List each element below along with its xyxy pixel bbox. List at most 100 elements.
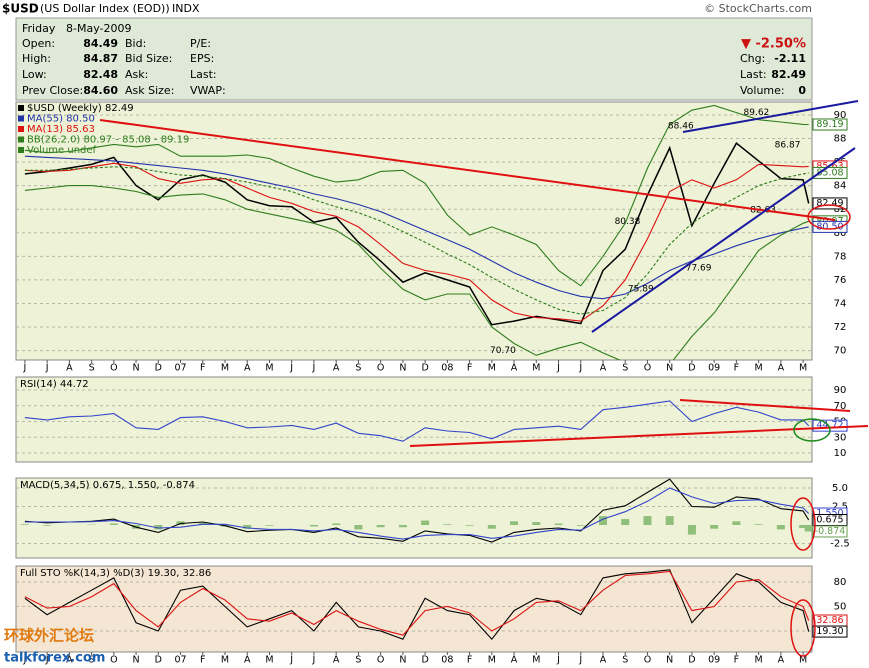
x-tick-label: A xyxy=(778,655,785,666)
x-tick-label: M xyxy=(265,363,273,374)
annotation: 88.46 xyxy=(668,122,694,132)
legend-label: BB(26,2.0) 80.97 - 85.08 - 89.19 xyxy=(27,135,189,146)
price-label: 0.675 xyxy=(816,514,843,525)
x-tick-label: F xyxy=(200,655,205,666)
y-tick-label: 82 xyxy=(834,204,847,215)
x-tick-label: A xyxy=(66,655,73,666)
index-name: (US Dollar Index (EOD)) xyxy=(40,2,170,15)
x-tick-label: F xyxy=(467,363,472,374)
histogram-bar xyxy=(398,524,407,528)
field-value: 82.48 xyxy=(83,68,118,81)
field-label: Bid Size: xyxy=(125,52,172,65)
x-tick-label: J xyxy=(22,655,26,666)
price-label: 44.72 xyxy=(816,420,843,431)
price-label: 85.08 xyxy=(816,167,843,178)
y-tick-label: 70 xyxy=(834,346,847,357)
y-tick-label: 90 xyxy=(834,110,847,121)
copyright: © StockCharts.com xyxy=(704,2,812,15)
y-tick-label: 78 xyxy=(834,251,847,262)
series-line xyxy=(24,478,810,543)
price-box xyxy=(812,118,848,131)
quote-label: Last: xyxy=(740,68,767,81)
plot xyxy=(24,400,810,442)
histogram-bar xyxy=(732,521,741,525)
histogram-bar xyxy=(243,524,252,529)
x-tick-label: J xyxy=(22,363,26,374)
y-tick-label: 30 xyxy=(834,432,847,443)
trend-line xyxy=(682,100,859,133)
field-label: Prev Close: xyxy=(22,84,83,97)
series-line xyxy=(24,142,810,326)
legend-swatch xyxy=(18,115,24,122)
plot xyxy=(24,569,810,641)
field-label: EPS: xyxy=(190,52,214,65)
x-tick-label: M xyxy=(532,655,540,666)
x-tick-label: N xyxy=(666,655,673,666)
x-tick-label: A xyxy=(333,655,340,666)
histogram-bar xyxy=(576,524,585,526)
x-tick-label: S xyxy=(355,363,361,374)
x-tick-label: O xyxy=(110,363,117,374)
legend-swatch xyxy=(18,105,24,111)
series-line xyxy=(24,104,809,287)
x-tick-label: M xyxy=(221,655,229,666)
field-label: P/E: xyxy=(190,37,211,50)
x-tick-label: D xyxy=(155,363,162,374)
price-label: 80.50 xyxy=(816,221,843,232)
x-tick-label: A xyxy=(600,655,607,666)
x-tick-label: O xyxy=(644,655,651,666)
histogram-bar xyxy=(598,516,607,525)
histogram-bar xyxy=(43,524,52,526)
x-tick-label: O xyxy=(110,655,117,666)
field-label: Bid: xyxy=(125,37,146,50)
quote-value: 0 xyxy=(798,84,806,97)
drawings xyxy=(99,100,869,657)
x-tick-label: N xyxy=(133,363,140,374)
panel-title: Full STO %K(14,3) %D(3) 19.30, 32.86 xyxy=(20,568,211,579)
y-tick-label: 72 xyxy=(834,322,847,333)
x-tick-label: N xyxy=(399,363,406,374)
x-tick-label: D xyxy=(421,363,428,374)
field-label: Ask: xyxy=(125,68,148,81)
watermark: 环球外汇论坛 xyxy=(4,627,94,645)
highlight xyxy=(807,204,851,230)
histogram-bar xyxy=(554,523,563,525)
histogram-bar xyxy=(687,524,696,535)
x-tick-label: J xyxy=(45,655,49,666)
x-tick-label: M xyxy=(532,363,540,374)
x-tick-label: S xyxy=(355,655,361,666)
plot xyxy=(20,478,812,543)
field-label: VWAP: xyxy=(190,84,226,97)
x-tick-label: A xyxy=(600,363,607,374)
annotation: 70.70 xyxy=(490,346,516,356)
x-tick-label: 09 xyxy=(708,363,720,374)
x-tick-label: D xyxy=(688,363,695,374)
x-tick-label: M xyxy=(799,655,807,666)
field-value: 84.87 xyxy=(83,52,118,65)
x-tick-label: J xyxy=(289,363,293,374)
legend-label: MA(55) 80.50 xyxy=(27,114,95,125)
histogram-bar xyxy=(754,524,763,525)
y-tick-label: 10 xyxy=(834,448,847,459)
legend-swatch xyxy=(18,126,24,132)
x-tick-label: A xyxy=(244,655,251,666)
charts: Open: 84.49 Bid: P/E: High: 84.87 Bid Size: EPS… xyxy=(15,37,850,666)
price-label: 19.30 xyxy=(816,626,843,637)
highlight xyxy=(793,418,831,442)
trend-line xyxy=(679,399,851,412)
histogram-bar xyxy=(354,524,363,530)
histogram-bar xyxy=(309,524,318,527)
x-tick-label: 08 xyxy=(441,363,453,374)
y-tick-label: -2.5 xyxy=(830,538,850,549)
y-tick-label: 50 xyxy=(834,602,847,613)
y-tick-label: 2.5 xyxy=(832,501,848,512)
x-tick-label: S xyxy=(622,655,628,666)
series-line xyxy=(24,185,809,360)
series-line xyxy=(24,162,809,322)
histogram-bar xyxy=(421,520,430,525)
x-tick-label: F xyxy=(734,655,739,666)
price-box xyxy=(812,625,848,638)
x-tick-label: J xyxy=(289,655,293,666)
price-box xyxy=(812,166,848,179)
